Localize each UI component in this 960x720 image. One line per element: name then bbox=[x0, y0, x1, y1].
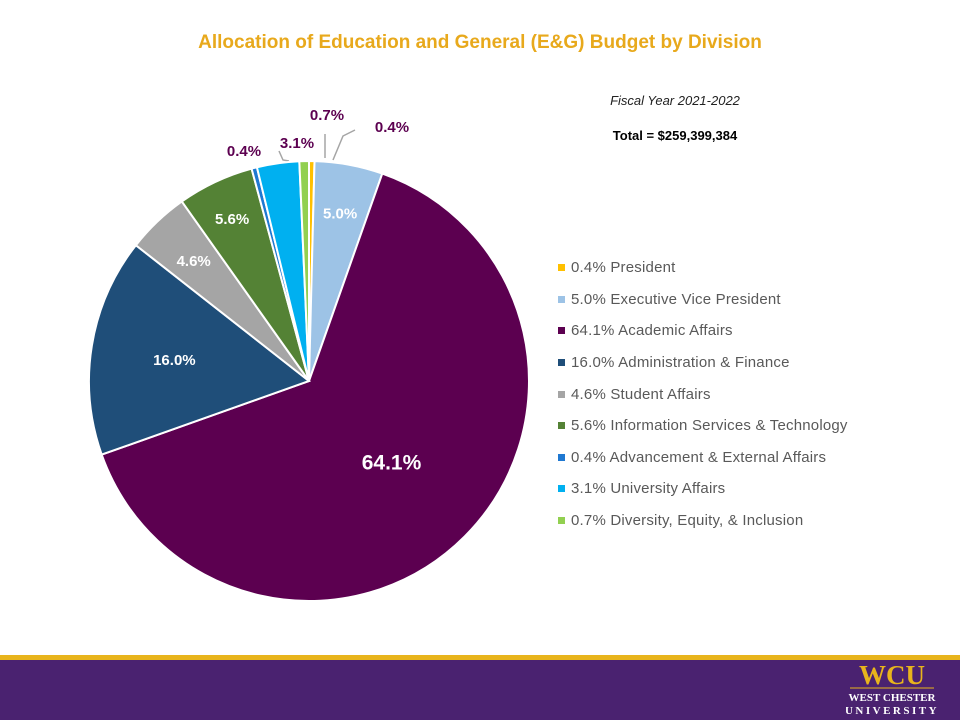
legend-item-1: 0.4% President bbox=[558, 252, 848, 284]
legend-swatch-6 bbox=[558, 422, 565, 430]
legend-label-7: 0.4% Advancement & External Affairs bbox=[571, 448, 827, 466]
legend-swatch-7 bbox=[558, 453, 565, 461]
chart-title: Allocation of Education and General (E&G… bbox=[198, 32, 762, 53]
wcu-logo: WCU WEST CHESTER UNIVERSITY bbox=[846, 660, 938, 717]
legend-label-5: 4.6% Student Affairs bbox=[571, 385, 711, 403]
pie-label-8: 3.1% bbox=[280, 135, 314, 152]
legend-swatch-5 bbox=[558, 390, 565, 398]
legend-swatch-1 bbox=[558, 264, 565, 272]
legend-item-2: 5.0% Executive Vice President bbox=[558, 284, 848, 316]
legend-label-9: 0.7% Diversity, Equity, & Inclusion bbox=[571, 512, 804, 530]
pie-slice-3 bbox=[100, 172, 530, 603]
legend-item-3: 64.1% Academic Affairs bbox=[558, 315, 848, 347]
chart-legend: 0.4% President 5.0% Executive Vice Presid… bbox=[558, 252, 848, 536]
footer-stripe bbox=[0, 655, 960, 660]
logo-line2: UNIVERSITY bbox=[846, 705, 938, 717]
legend-item-4: 16.0% Administration & Finance bbox=[558, 347, 848, 379]
logo-wordmark: WCU bbox=[859, 660, 925, 690]
legend-label-1: 0.4% President bbox=[571, 259, 676, 277]
legend-swatch-3 bbox=[558, 327, 565, 335]
legend-swatch-2 bbox=[558, 295, 565, 303]
logo-line1: WEST CHESTER bbox=[849, 692, 937, 704]
pie-slice-4 bbox=[88, 243, 312, 456]
pie-chart: 0.4% 5.0% 64.1% 16.0% 4.6% 5.6% 0.4% 3.1% 0.7% bbox=[88, 107, 530, 603]
legend-label-2: 5.0% Executive Vice President bbox=[571, 290, 781, 308]
pie-label-9: 0.7% bbox=[310, 107, 344, 124]
leader-line-1 bbox=[332, 129, 356, 161]
leader-line-7 bbox=[278, 150, 290, 162]
pie-label-4: 16.0% bbox=[153, 352, 196, 369]
legend-item-6: 5.6% Information Services & Technology bbox=[558, 410, 848, 442]
legend-item-8: 3.1% University Affairs bbox=[558, 473, 848, 505]
pie-label-7: 0.4% bbox=[227, 143, 261, 160]
pie-label-3: 64.1% bbox=[362, 451, 422, 474]
legend-swatch-9 bbox=[558, 517, 565, 525]
legend-item-5: 4.6% Student Affairs bbox=[558, 378, 848, 410]
pie-label-2: 5.0% bbox=[323, 205, 357, 222]
footer-band bbox=[0, 655, 960, 720]
pie-slice-9 bbox=[298, 159, 310, 382]
legend-item-7: 0.4% Advancement & External Affairs bbox=[558, 442, 848, 474]
pie-label-1: 0.4% bbox=[375, 119, 409, 136]
legend-label-3: 64.1% Academic Affairs bbox=[571, 322, 733, 340]
budget-total: Total = $259,399,384 bbox=[612, 128, 738, 143]
legend-label-4: 16.0% Administration & Finance bbox=[571, 354, 790, 372]
legend-swatch-8 bbox=[558, 485, 565, 493]
legend-item-9: 0.7% Diversity, Equity, & Inclusion bbox=[558, 505, 848, 537]
legend-label-6: 5.6% Information Services & Technology bbox=[571, 417, 848, 435]
pie-label-5: 4.6% bbox=[177, 253, 211, 270]
fiscal-year-subtitle: Fiscal Year 2021-2022 bbox=[610, 93, 740, 108]
legend-label-8: 3.1% University Affairs bbox=[571, 480, 726, 498]
pie-label-6: 5.6% bbox=[215, 211, 249, 228]
legend-swatch-4 bbox=[558, 359, 565, 367]
